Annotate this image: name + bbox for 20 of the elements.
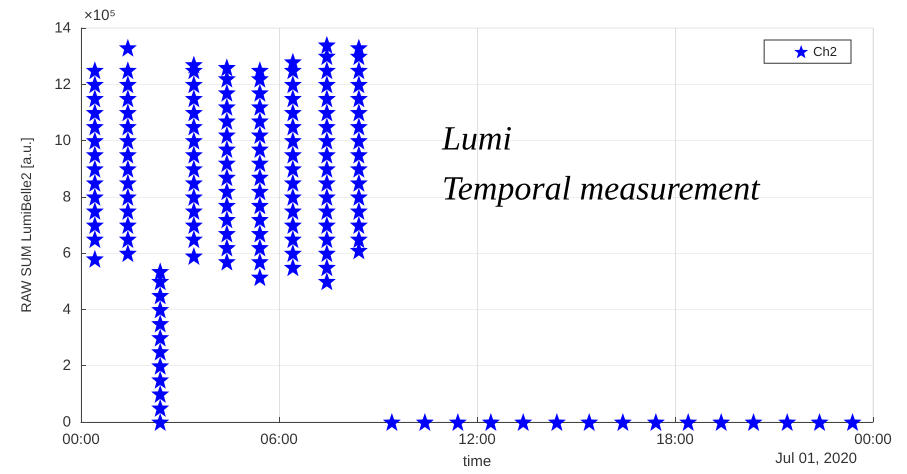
- y-tick-label: 8: [62, 188, 71, 206]
- text: Jul 01, 2020: [775, 450, 858, 467]
- y-tick-label: 2: [62, 357, 71, 374]
- x-tick-label: 00:00: [62, 431, 100, 448]
- text: ×10⁵: [84, 7, 116, 24]
- x-tick-label: 06:00: [260, 431, 298, 448]
- y-tick-label: 6: [62, 244, 71, 262]
- annotation: Temporal measurement: [442, 170, 762, 208]
- y-axis-title: RAW SUM LumiBelle2 [a.u.]: [18, 137, 34, 313]
- y-tick-label: 10: [54, 132, 71, 150]
- x-tick-label: 12:00: [458, 431, 496, 448]
- x-tick-label: 00:00: [854, 431, 892, 448]
- y-tick-label: 4: [62, 300, 71, 318]
- x-axis-title: time: [462, 453, 492, 470]
- y-tick-label: 0: [62, 414, 71, 430]
- annotation: Lumi: [441, 120, 512, 158]
- x-tick-label: 18:00: [656, 431, 694, 448]
- legend-label: Ch2: [813, 44, 838, 60]
- y-tick-label: 12: [54, 76, 71, 93]
- y-tick-label: 14: [54, 20, 71, 36]
